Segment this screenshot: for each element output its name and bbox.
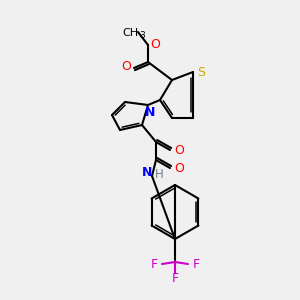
Text: N: N [142,167,152,179]
Text: O: O [174,161,184,175]
Text: O: O [150,38,160,52]
Text: S: S [197,65,205,79]
Text: F: F [171,272,178,286]
Text: O: O [121,59,131,73]
Text: N: N [145,106,155,119]
Text: H: H [154,169,164,182]
Text: CH: CH [122,28,138,38]
Text: F: F [150,257,158,271]
Text: 3: 3 [139,31,145,40]
Text: F: F [192,257,200,271]
Text: O: O [174,143,184,157]
